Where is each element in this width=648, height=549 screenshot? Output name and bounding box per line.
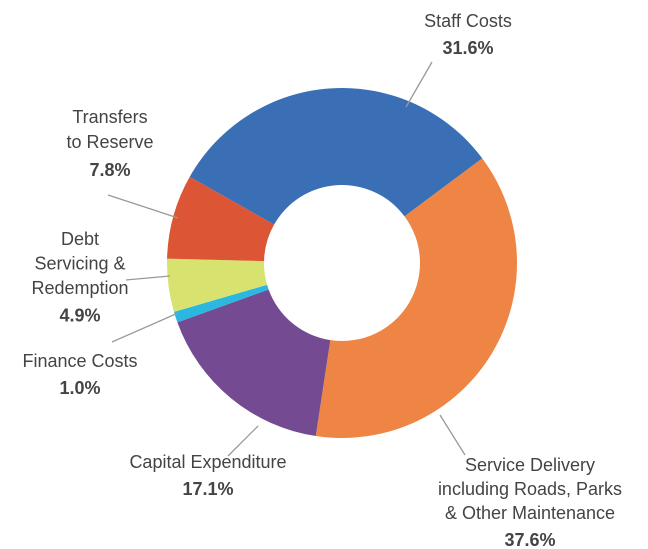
slice-label: Servicing & xyxy=(34,253,125,273)
leader-line xyxy=(405,61,433,108)
slice-label: including Roads, Parks xyxy=(438,479,622,499)
leader-line xyxy=(111,312,179,343)
slice-value: 7.8% xyxy=(89,160,130,180)
slice-label: Service Delivery xyxy=(465,455,595,475)
slice-label: & Other Maintenance xyxy=(445,503,615,523)
slice-value: 31.6% xyxy=(442,38,493,58)
slice-label: Capital Expenditure xyxy=(129,452,286,472)
donut-slice xyxy=(189,87,483,225)
donut-slice xyxy=(173,284,269,323)
slice-label: to Reserve xyxy=(66,132,153,152)
donut-slice xyxy=(177,289,331,437)
slice-value: 37.6% xyxy=(504,530,555,549)
donut-slice xyxy=(315,158,517,438)
leader-line xyxy=(125,275,171,281)
slice-label: Redemption xyxy=(31,278,128,298)
slice-value: 17.1% xyxy=(182,479,233,499)
slice-label: Debt xyxy=(61,229,99,249)
leader-line xyxy=(439,414,466,456)
leader-line xyxy=(107,194,179,219)
slice-value: 4.9% xyxy=(59,305,100,325)
slice-value: 1.0% xyxy=(59,378,100,398)
donut-slice xyxy=(166,258,268,312)
donut-slice xyxy=(167,176,275,262)
slice-label: Finance Costs xyxy=(22,351,137,371)
leader-line xyxy=(227,425,259,457)
slice-label: Transfers xyxy=(72,107,147,127)
slice-label: Staff Costs xyxy=(424,11,512,31)
